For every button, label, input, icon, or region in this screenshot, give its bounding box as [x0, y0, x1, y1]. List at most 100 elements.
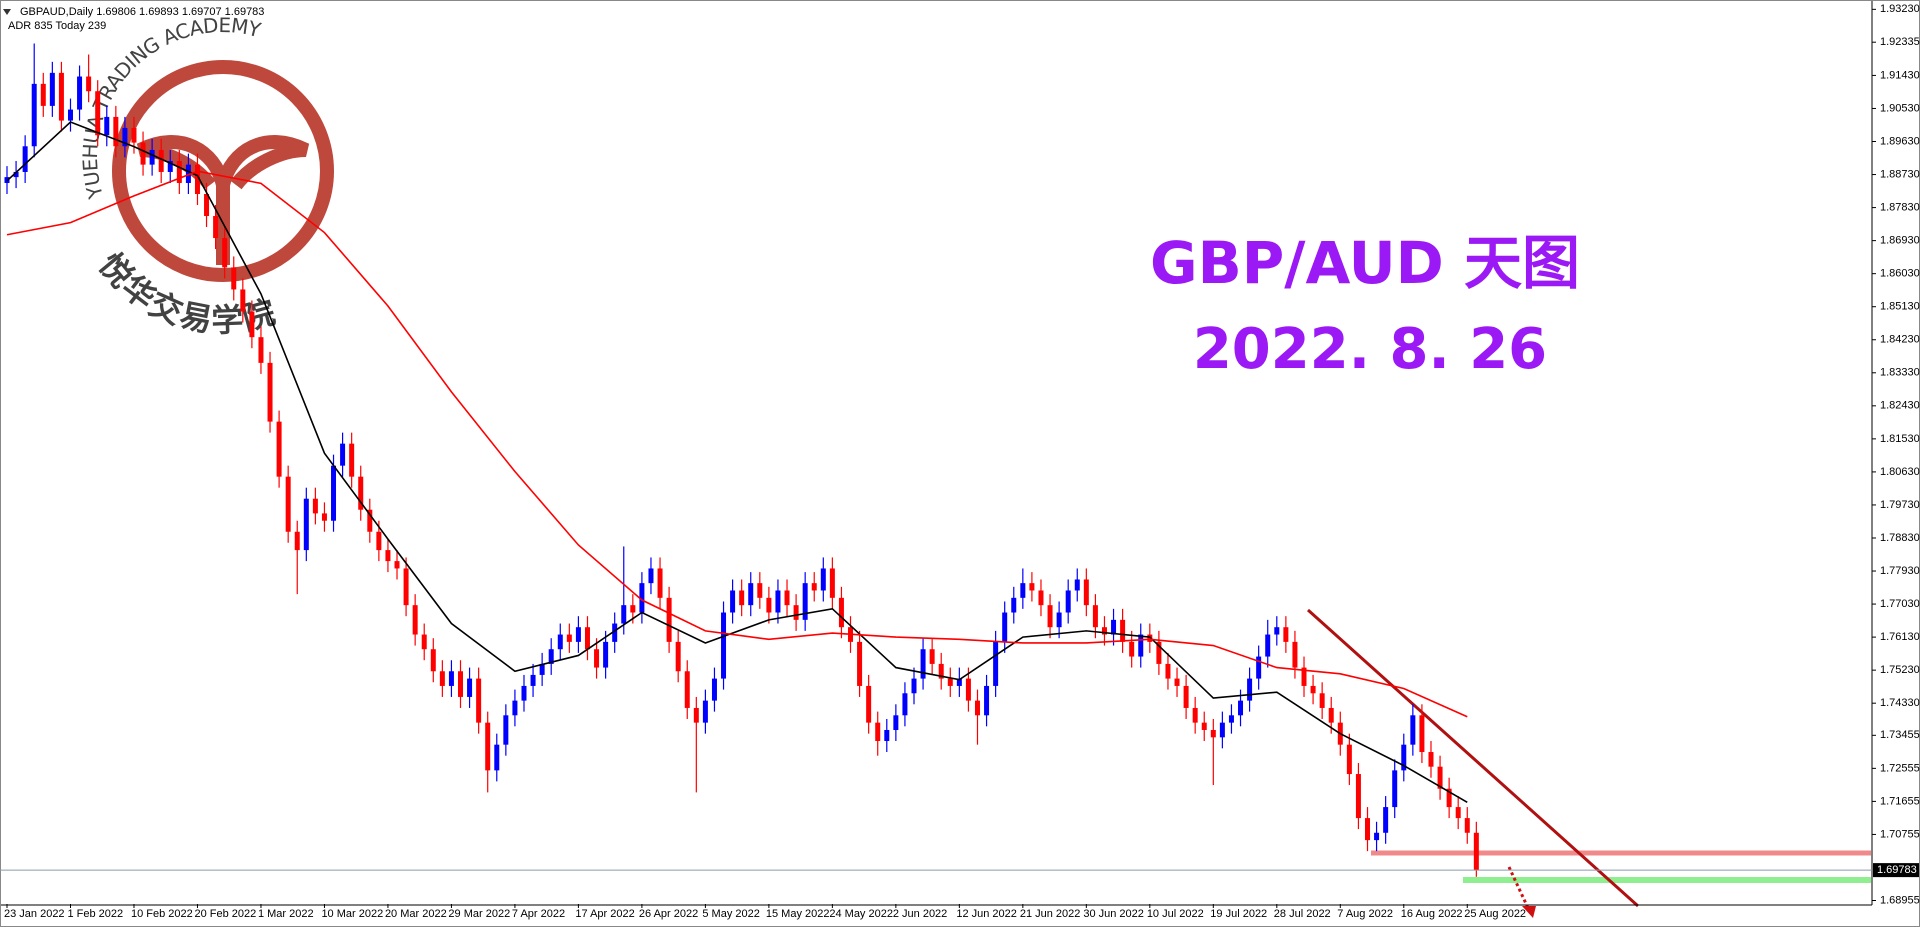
- candle-body: [1365, 818, 1370, 841]
- candle-body: [1029, 583, 1035, 591]
- y-tick-label: 1.85130: [1880, 301, 1920, 313]
- candle-body: [267, 362, 273, 422]
- y-tick-label: 1.92335: [1880, 36, 1920, 48]
- candle-body: [675, 641, 681, 672]
- candle-body: [403, 568, 409, 606]
- candle-body: [811, 583, 817, 591]
- y-tick-label: 1.80630: [1880, 466, 1920, 478]
- candle-body: [539, 663, 545, 675]
- candle-body: [793, 605, 799, 620]
- y-tick-label: 1.93230: [1880, 3, 1920, 15]
- candle-body: [430, 649, 436, 672]
- candle-body: [1319, 693, 1325, 708]
- header-arrow: [3, 9, 11, 15]
- y-tick-label: 1.82430: [1880, 400, 1920, 412]
- candle-body: [893, 715, 899, 730]
- candle-body: [1120, 619, 1126, 642]
- x-tick-label: 21 Jun 2022: [1020, 908, 1081, 920]
- candle-body: [866, 685, 872, 723]
- candle-body: [204, 194, 210, 217]
- candle-body: [584, 627, 590, 650]
- last-price-tag: [1873, 863, 1919, 878]
- candle-body: [1428, 752, 1434, 767]
- candle-body: [512, 700, 518, 716]
- x-tick-label: 17 Apr 2022: [575, 908, 634, 920]
- x-tick-label: 1 Feb 2022: [67, 908, 123, 920]
- candle-body: [1292, 641, 1298, 668]
- candle-body: [802, 583, 808, 620]
- candle-body: [1156, 641, 1162, 664]
- x-tick-label: 10 Feb 2022: [131, 908, 193, 920]
- candle-body: [557, 634, 563, 650]
- x-tick-label: 28 Jul 2022: [1274, 908, 1331, 920]
- y-tick-label: 1.77030: [1880, 598, 1920, 610]
- candle-body: [920, 649, 926, 679]
- y-tick-label: 1.81530: [1880, 433, 1920, 445]
- candle-body: [22, 146, 28, 172]
- logo-horn: [216, 135, 310, 190]
- candle-body: [231, 267, 237, 290]
- candle-body: [1464, 818, 1470, 833]
- x-tick-label: 30 Jun 2022: [1083, 908, 1144, 920]
- candle-body: [748, 583, 754, 606]
- candle-body: [1174, 678, 1180, 686]
- forecast-arrow: [1507, 866, 1530, 909]
- candle-body: [1346, 744, 1352, 775]
- candle-body: [467, 678, 473, 697]
- x-tick-label: 2 Jun 2022: [893, 908, 947, 920]
- candle-body: [766, 597, 772, 613]
- candle-body: [240, 289, 246, 312]
- candle-body: [1111, 619, 1117, 635]
- x-tick-label: 23 Jan 2022: [4, 908, 65, 920]
- y-tick-label: 1.90530: [1880, 102, 1920, 114]
- y-tick-label: 1.68955: [1880, 894, 1920, 906]
- x-tick-label: 15 May 2022: [766, 908, 830, 920]
- candle-body: [1247, 678, 1253, 701]
- candle-body: [122, 127, 128, 147]
- candle-body: [566, 634, 572, 642]
- candle-body: [648, 568, 654, 584]
- candle-body: [476, 678, 482, 723]
- candle-body: [421, 634, 427, 650]
- candle-body: [711, 678, 717, 701]
- candle-body: [31, 83, 37, 147]
- candle-body: [911, 678, 917, 694]
- candle-body: [838, 597, 844, 628]
- candle-body: [1283, 627, 1289, 642]
- candle-body: [358, 476, 364, 510]
- moving-average: [6, 121, 1468, 804]
- candle-body: [58, 72, 64, 121]
- candle-body: [1437, 766, 1443, 789]
- candle-body: [194, 164, 200, 195]
- candle-body: [1056, 612, 1062, 628]
- x-tick-label: 7 Apr 2022: [512, 908, 565, 920]
- candle-body: [131, 127, 137, 143]
- candle-body: [149, 149, 155, 165]
- candle-body: [757, 583, 763, 598]
- candle-body: [439, 671, 445, 686]
- candle-body: [902, 693, 908, 716]
- candle-body: [1138, 634, 1144, 657]
- candle-body: [1165, 663, 1171, 679]
- candle-body: [303, 498, 309, 551]
- candle-body: [104, 116, 110, 136]
- candle-body: [702, 700, 708, 723]
- candle-body: [1183, 685, 1189, 708]
- x-tick-label: 10 Jul 2022: [1147, 908, 1204, 920]
- candle-body: [603, 641, 609, 668]
- candle-body: [321, 513, 327, 521]
- chart-subtitle: 2022. 8. 26: [1193, 317, 1547, 382]
- candle-body: [548, 649, 554, 664]
- candle-body: [1355, 774, 1361, 819]
- y-tick-label: 1.70755: [1880, 828, 1920, 840]
- candle-body: [1374, 832, 1380, 841]
- candle-body: [349, 443, 355, 477]
- candle-body: [503, 715, 509, 745]
- candle-body: [1201, 722, 1207, 730]
- candle-body: [1392, 770, 1398, 808]
- candle-body: [331, 465, 337, 521]
- y-tick-label: 1.72555: [1880, 762, 1920, 774]
- x-tick-label: 12 Jun 2022: [956, 908, 1017, 920]
- candle-body: [575, 627, 581, 642]
